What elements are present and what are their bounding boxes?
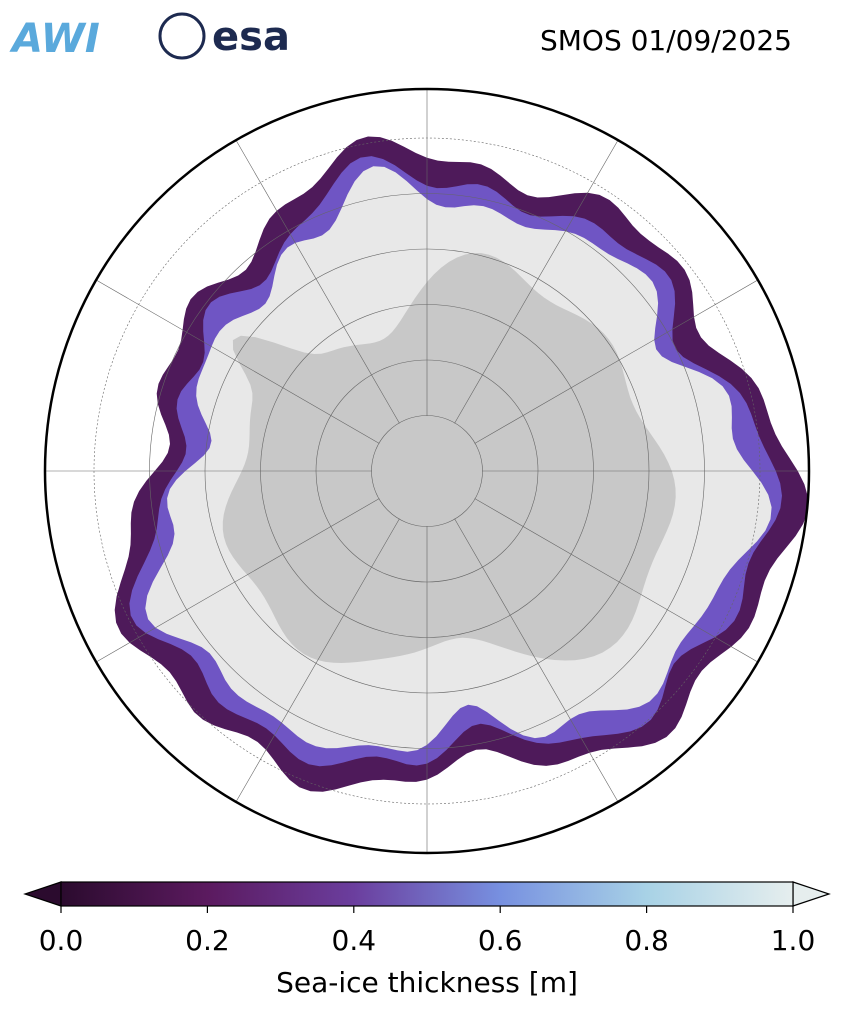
meridian [226, 124, 400, 424]
meridian [80, 270, 380, 444]
esa-mark [158, 12, 206, 60]
tick-label: 0.0 [39, 924, 84, 957]
logos: AWI esa [9, 12, 290, 62]
extend-low [23, 881, 62, 907]
map [45, 89, 809, 853]
meridian [454, 124, 628, 424]
land [222, 253, 676, 663]
awi-logo: AWI [9, 16, 100, 62]
tick-label: 1.0 [771, 924, 816, 957]
tick-label: 0.8 [624, 924, 669, 957]
tick-label: 0.6 [478, 924, 523, 957]
meridian [226, 518, 400, 818]
map-frame [43, 87, 811, 855]
extend-high [792, 881, 831, 907]
meridian [474, 270, 774, 444]
meridian [80, 498, 380, 672]
title: SMOS 01/09/2025 [540, 24, 792, 57]
colorbar: 0.0 0.2 0.4 0.6 0.8 1.0 [23, 881, 831, 957]
tick-label: 0.2 [185, 924, 230, 957]
colorbar-gradient [60, 881, 794, 907]
esa-logo: esa [212, 14, 290, 60]
meridian [454, 518, 628, 818]
colorbar-label: Sea-ice thickness [m] [276, 966, 578, 999]
tick-label: 0.4 [332, 924, 377, 957]
meridian [474, 498, 774, 672]
